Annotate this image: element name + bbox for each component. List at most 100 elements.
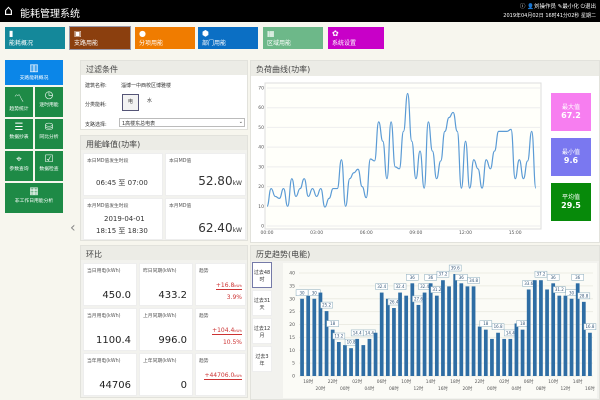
logout-label: 退出	[584, 4, 596, 10]
bar-label-box	[583, 323, 597, 330]
ring-panel: 环比 当日用电(kWh) 450.0 昨日同期(kWh) 433.2 趋势 +16.8kW…	[80, 245, 248, 398]
sidebar-label: 逐时用能	[39, 103, 59, 108]
bar-data-label: 14.4	[353, 330, 362, 335]
sidebar-item-7[interactable]: ▦ 非工作日用能分析	[5, 183, 63, 213]
trend-icon: 〽	[14, 94, 24, 105]
label: 本月MD值	[169, 204, 192, 209]
bar-label-box	[326, 320, 339, 327]
nav-tile-4[interactable]: ▦ 区域用能	[263, 27, 323, 49]
y-tick-label: 50	[258, 125, 264, 131]
nav-tile-3[interactable]: ⬢ 部门用能	[198, 27, 258, 49]
bar	[569, 298, 574, 376]
sidebar-item-4[interactable]: ⛁ 同比分析	[35, 119, 63, 149]
category-electric-button[interactable]: 电	[122, 94, 139, 111]
sidebar-item-1[interactable]: 〽趋势统计	[5, 87, 33, 117]
user-name[interactable]: 刘操作员	[533, 4, 556, 10]
gear-icon: ✿	[332, 29, 339, 38]
bar-label-box	[577, 292, 591, 300]
bar	[410, 283, 415, 376]
sidebar-item-6[interactable]: ☑ 数据检查	[35, 151, 63, 181]
bar	[312, 298, 317, 376]
nav-tile-5[interactable]: ✿ 系统设置	[328, 27, 384, 49]
history-range-button-2[interactable]: 过去12月	[252, 318, 272, 344]
sidebar-label: 同比分析	[39, 135, 59, 140]
sidebar-item-0[interactable]: ▥ 支路能耗概况	[5, 60, 63, 85]
x-tick-label: 12:00	[459, 230, 472, 236]
sidebar-item-5[interactable]: ⌖ 参数查询	[5, 151, 33, 181]
document-icon: ☰	[14, 122, 24, 133]
bar	[483, 329, 488, 376]
history-range-button-3[interactable]: 过去3年	[252, 346, 272, 372]
building-label: 建筑名称:	[85, 83, 107, 89]
bar-chart-icon: ▮	[9, 29, 14, 38]
minimize-button[interactable]: ✎最小化	[557, 4, 579, 10]
min-label: 最小值	[561, 149, 580, 156]
bar	[471, 286, 476, 376]
sidebar-label: 数据检查	[39, 167, 59, 172]
trend-delta: +16.8kWh	[215, 282, 242, 290]
bar	[416, 304, 421, 376]
category-water-button[interactable]: 水	[146, 98, 152, 104]
sidebar-item-3[interactable]: ☰ 数据抄表	[5, 119, 33, 149]
sidebar-item-2[interactable]: ◷ 逐时用能	[35, 87, 63, 117]
history-title: 历史趋势(电能)	[251, 246, 599, 261]
prev-card: 上年同期(kWh) 0	[139, 353, 193, 396]
month-md-time-card: 本月MD值发生时段 2019-04-01 18:15 至 18:30	[83, 198, 163, 240]
max-value: 67.2	[561, 111, 581, 120]
filter-title: 过滤条件	[81, 61, 247, 75]
x-tick-label: 12时	[414, 385, 424, 392]
day-md-time: 06:45 至 07:00	[96, 179, 148, 187]
bar	[434, 295, 439, 376]
bar-data-label: 16.8	[585, 324, 594, 329]
y-tick-label: 30	[258, 164, 264, 170]
branch-select[interactable]: 1高楼东总电表 ⌄	[119, 118, 245, 127]
y-tick-label: 40	[289, 271, 295, 277]
bar	[490, 338, 494, 376]
bar	[532, 280, 537, 376]
min-value: 9.6	[563, 156, 579, 165]
y-tick-label: 30	[289, 296, 295, 302]
nav-tile-0[interactable]: ▮ 能耗概况	[5, 27, 65, 49]
bar-data-label: 18	[520, 321, 526, 326]
bar-label-box	[332, 332, 346, 340]
chevron-down-icon: ⌄	[238, 119, 243, 125]
bar	[324, 311, 329, 376]
x-tick-label: 18时	[450, 378, 460, 385]
bar-data-label: 36	[410, 275, 416, 280]
bar-label-box	[448, 264, 462, 272]
collapse-sidebar-chevron-icon[interactable]: ‹	[70, 220, 76, 236]
bar	[539, 280, 543, 376]
bar-data-label: 31.2	[555, 287, 564, 292]
bar	[575, 283, 580, 376]
bar-data-label: 30	[569, 290, 575, 295]
help-icon[interactable]: ⓘ	[519, 4, 526, 10]
x-tick-label: 03:00	[310, 230, 323, 236]
building-select[interactable]: 淄博一中西校区博雅楼	[121, 83, 172, 89]
bar	[441, 280, 445, 376]
logout-button[interactable]: ⏻退出	[580, 4, 596, 10]
nav-tile-2[interactable]: ● 分项用能	[135, 27, 195, 49]
sidebar-label: 趋势统计	[9, 107, 29, 112]
label: 本日MD值	[169, 159, 192, 164]
y-tick-label: 15	[289, 335, 295, 341]
history-range-button-1[interactable]: 过去31天	[252, 290, 272, 316]
history-range-button-0[interactable]: 过去48时	[252, 262, 272, 288]
y-tick-label: 20	[258, 184, 264, 190]
y-tick-label: 5	[292, 361, 295, 367]
avg-label: 平均值	[561, 194, 580, 201]
trend-percent: 3.9%	[226, 294, 242, 301]
app-title: 能耗管理系统	[20, 9, 80, 20]
label: 趋势	[199, 269, 209, 274]
checkbox-icon: ☑	[44, 154, 54, 165]
book-icon: ▥	[29, 63, 39, 74]
bar	[459, 283, 464, 376]
y-tick-label: 25	[289, 309, 295, 315]
label: 上年同期(kWh)	[143, 359, 177, 364]
bar-data-label: 33.6	[524, 281, 533, 286]
home-icon[interactable]: ⌂	[4, 3, 13, 19]
bar	[343, 345, 347, 376]
bar-label-box	[393, 283, 407, 290]
nav-tile-1[interactable]: ▣ 支路用能	[69, 26, 131, 50]
y-tick-label: 0	[261, 224, 264, 230]
bar-data-label: 14.4	[365, 330, 374, 335]
